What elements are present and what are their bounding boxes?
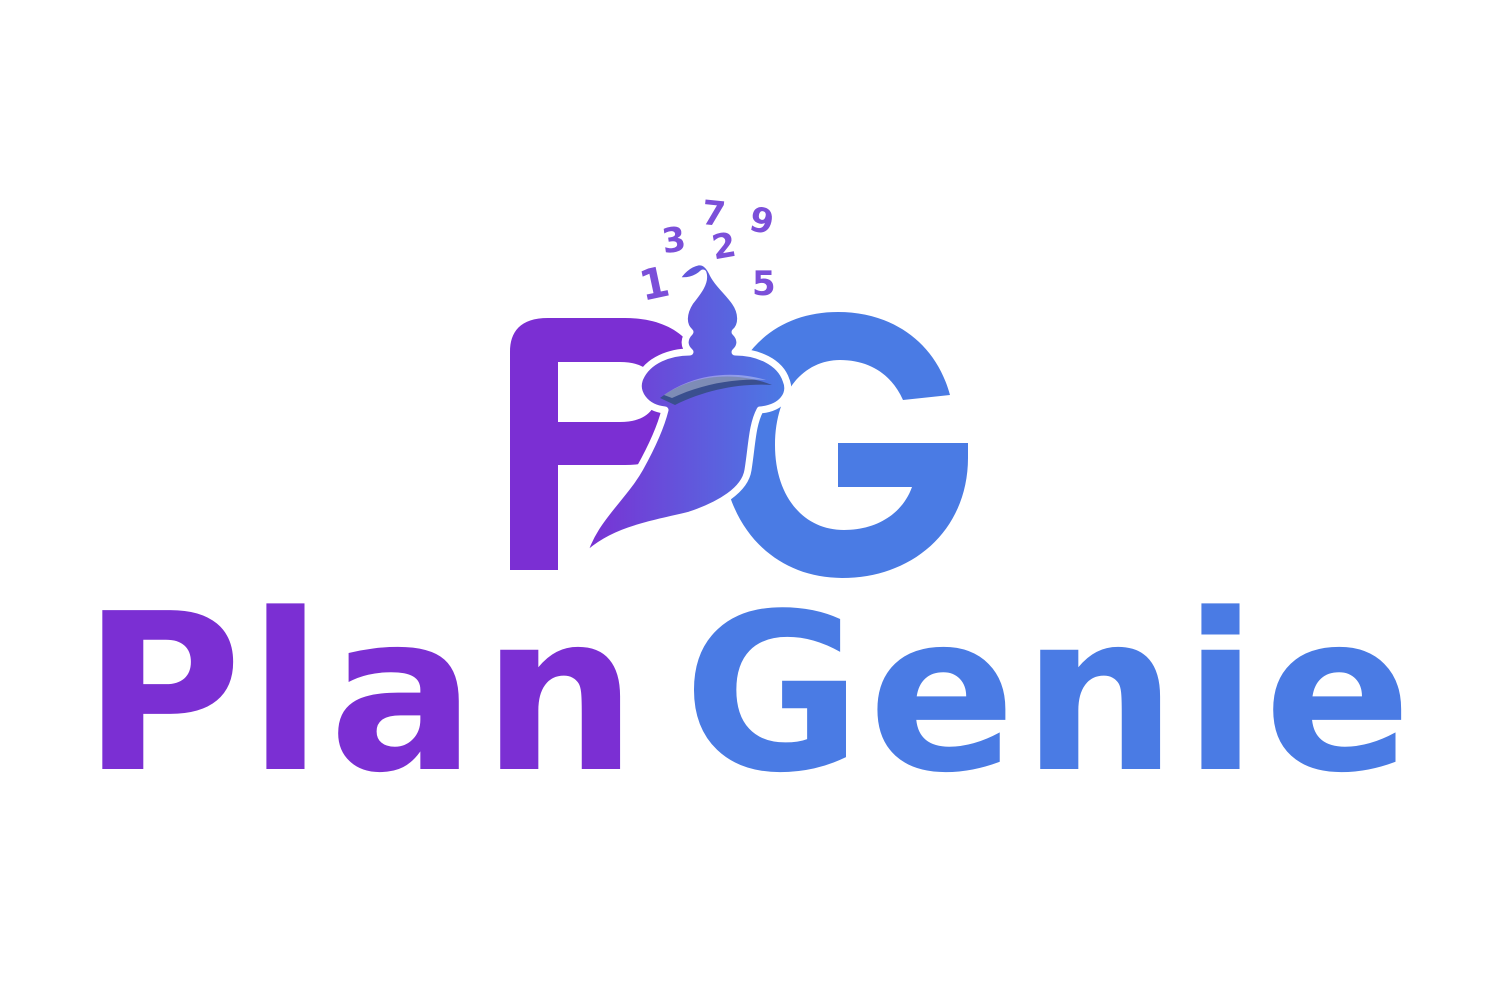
wordmark-genie: Genie — [683, 568, 1418, 821]
genie-figure — [578, 258, 792, 564]
monogram-letter-g — [722, 312, 968, 578]
pg-monogram-logo: 1 3 7 2 9 5 — [510, 193, 968, 578]
genie-arms-sash — [660, 376, 772, 405]
floating-digit: 1 — [635, 257, 674, 311]
wordmark-plan: Plan — [82, 568, 644, 821]
floating-digit: 2 — [709, 225, 739, 269]
floating-digit: 9 — [746, 199, 777, 243]
floating-digit: 3 — [659, 219, 688, 262]
brand-wordmark: Plan Genie — [0, 586, 1500, 804]
floating-digit: 5 — [752, 264, 776, 304]
floating-digit: 7 — [700, 193, 728, 235]
